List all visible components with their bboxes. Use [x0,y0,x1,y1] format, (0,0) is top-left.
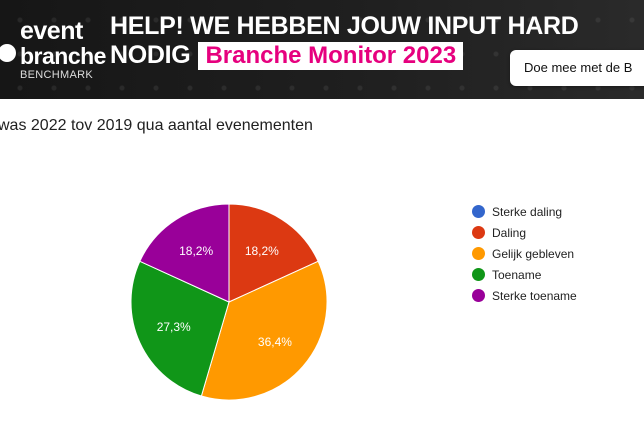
pie-slice-label: 18,2% [245,244,279,258]
branche-monitor-tag: Branche Monitor 2023 [198,41,464,70]
legend-label: Gelijk gebleven [492,246,575,261]
legend-item[interactable]: Daling [472,222,577,243]
legend-label: Daling [492,225,527,240]
legend-swatch-icon [472,205,485,218]
pie-chart: 18,2% 36,4% 27,3% 18,2% [130,203,328,401]
legend-swatch-icon [472,289,485,302]
legend-item[interactable]: Toename [472,264,577,285]
pie-slice-sterke-toename[interactable] [139,203,230,303]
legend-swatch-icon [472,268,485,281]
legend-item[interactable]: Gelijk gebleven [472,243,577,264]
legend-item[interactable]: Sterke toename [472,285,577,306]
legend-swatch-icon [472,247,485,260]
pie-slice-toename[interactable] [130,260,230,397]
legend-item[interactable]: Sterke daling [472,201,577,222]
banner-headline: HELP! WE HEBBEN JOUW INPUT HARD NODIG Br… [110,12,579,70]
headline-line-2-row: NODIG Branche Monitor 2023 [110,41,578,70]
legend-swatch-icon [472,226,485,239]
legend-label: Sterke toename [492,288,577,303]
participate-button[interactable]: Doe mee met de B [510,50,644,86]
legend-label: Toename [492,267,542,282]
pie-slice-daling[interactable] [228,203,319,303]
pie-slice-label: 36,4% [258,335,292,349]
chart-legend: Sterke daling Daling Gelijk gebleven Toenam… [472,201,577,306]
logo-mark-icon [0,44,16,62]
pie-slice-gelijk-gebleven[interactable] [200,260,328,401]
event-branche-logo: event branche BENCHMARK [0,10,106,88]
headline-line-2: NODIG [110,41,191,69]
logo-line-1: event [20,17,83,45]
promo-banner[interactable]: event branche BENCHMARK HELP! WE HEBBEN … [0,0,644,99]
pie-slice-label: 27,3% [157,320,191,334]
logo-line-2: branche [20,43,106,69]
pie-slice-label: 18,2% [179,244,213,258]
legend-label: Sterke daling [492,204,563,219]
question-title: was 2022 tov 2019 qua aantal evenementen [0,117,313,134]
logo-line-3: BENCHMARK [20,69,93,81]
headline-line-1: HELP! WE HEBBEN JOUW INPUT HARD [110,12,579,40]
